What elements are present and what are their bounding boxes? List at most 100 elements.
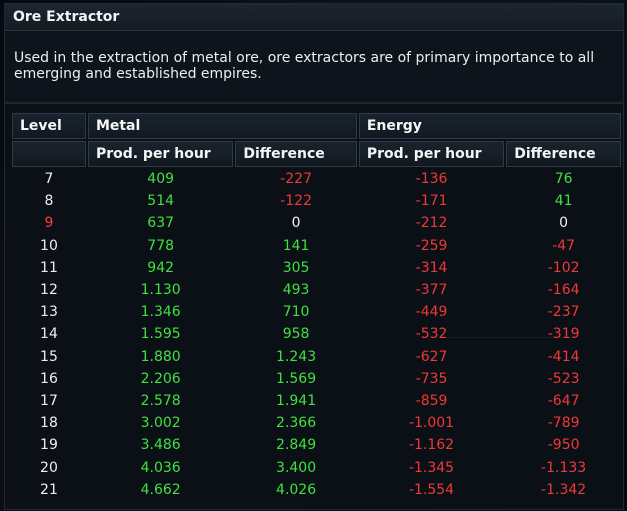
- energy-diff-cell: -523: [547, 370, 580, 387]
- metal-diff-cell: 710: [282, 304, 310, 321]
- table-row: 14 1.595 958 -532 -319: [12, 324, 621, 344]
- header-energy: Energy: [358, 113, 621, 139]
- metal-prod-cell: 778: [147, 237, 175, 254]
- level-cell: 9: [44, 215, 54, 232]
- energy-diff-cell: -164: [547, 282, 580, 299]
- metal-prod-cell: 1.880: [140, 348, 181, 365]
- table-row: 8 514 -122 -171 41: [12, 191, 621, 211]
- energy-prod-cell: -377: [415, 282, 448, 299]
- header-energy-prod: Prod. per hour: [358, 141, 505, 167]
- energy-prod-cell: -212: [415, 215, 448, 232]
- window-title: Ore Extractor: [13, 9, 120, 25]
- level-cell: 13: [40, 304, 58, 321]
- metal-diff-cell: 305: [282, 259, 310, 276]
- building-description: Used in the extraction of metal ore, ore…: [14, 50, 595, 82]
- energy-diff-cell: -237: [547, 304, 580, 321]
- background-grid-line: [445, 337, 565, 338]
- metal-prod-cell: 1.595: [140, 326, 181, 343]
- energy-diff-cell: 0: [559, 215, 569, 232]
- energy-diff-cell: -102: [547, 259, 580, 276]
- energy-diff-cell: 41: [554, 193, 573, 210]
- metal-diff-cell: 493: [282, 282, 310, 299]
- level-cell: 8: [44, 193, 54, 210]
- table-row: 18 3.002 2.366 -1.001 -789: [12, 413, 621, 433]
- metal-diff-cell: 2.366: [276, 415, 317, 432]
- metal-prod-cell: 3.002: [140, 415, 181, 432]
- level-cell: 18: [40, 415, 58, 432]
- level-cell: 16: [40, 370, 58, 387]
- production-table-panel: Level Metal Energy Prod. per hour Differ…: [5, 107, 623, 508]
- table-row: 21 4.662 4.026 -1.554 -1.342: [12, 480, 621, 500]
- energy-diff-cell: -47: [552, 237, 576, 254]
- header-level: Level: [12, 113, 86, 139]
- energy-prod-cell: -449: [415, 304, 448, 321]
- energy-prod-cell: -314: [415, 259, 448, 276]
- level-cell: 19: [40, 437, 58, 454]
- table-row: 19 3.486 2.849 -1.162 -950: [12, 435, 621, 455]
- metal-diff-cell: 2.849: [276, 437, 317, 454]
- metal-prod-cell: 3.486: [140, 437, 181, 454]
- header-metal: Metal: [87, 113, 357, 139]
- metal-prod-cell: 4.662: [140, 481, 181, 498]
- energy-diff-cell: -647: [547, 392, 580, 409]
- energy-diff-cell: -1.342: [541, 481, 587, 498]
- level-cell: 11: [40, 259, 58, 276]
- energy-prod-cell: -1.162: [408, 437, 455, 454]
- table-row: 10 778 141 -259 -47: [12, 236, 621, 256]
- energy-prod-cell: -627: [415, 348, 448, 365]
- header-metal-prod: Prod. per hour: [87, 141, 234, 167]
- header-level-blank: [12, 141, 86, 167]
- metal-diff-cell: 141: [282, 237, 310, 254]
- level-cell: 20: [40, 459, 58, 476]
- metal-diff-cell: 1.569: [276, 370, 317, 387]
- metal-diff-cell: 0: [291, 215, 301, 232]
- metal-prod-cell: 4.036: [140, 459, 181, 476]
- table-row: 13 1.346 710 -449 -237: [12, 302, 621, 322]
- energy-prod-cell: -171: [415, 193, 448, 210]
- energy-diff-cell: -789: [547, 415, 580, 432]
- title-bar: Ore Extractor: [5, 4, 623, 31]
- level-cell: 17: [40, 392, 58, 409]
- metal-diff-cell: 958: [282, 326, 310, 343]
- description-panel: Used in the extraction of metal ore, ore…: [5, 32, 623, 104]
- metal-prod-cell: 1.346: [140, 304, 181, 321]
- production-table: Level Metal Energy Prod. per hour Differ…: [10, 111, 623, 502]
- metal-diff-cell: -122: [280, 193, 312, 210]
- table-row: 7 409 -227 -136 76: [12, 169, 621, 189]
- energy-prod-cell: -532: [415, 326, 448, 343]
- energy-prod-cell: -1.554: [408, 481, 455, 498]
- energy-diff-cell: 76: [554, 171, 573, 188]
- metal-diff-cell: 1.941: [276, 392, 317, 409]
- table-row: 20 4.036 3.400 -1.345 -1.133: [12, 457, 621, 477]
- energy-prod-cell: -1.001: [408, 415, 455, 432]
- metal-prod-cell: 409: [147, 171, 175, 188]
- metal-prod-cell: 942: [147, 259, 175, 276]
- level-cell: 21: [40, 481, 58, 498]
- metal-prod-cell: 2.206: [140, 370, 181, 387]
- metal-prod-cell: 637: [147, 215, 175, 232]
- energy-diff-cell: -1.133: [541, 459, 587, 476]
- table-row: 16 2.206 1.569 -735 -523: [12, 369, 621, 389]
- metal-diff-cell: 4.026: [276, 481, 317, 498]
- metal-diff-cell: 1.243: [276, 348, 317, 365]
- level-cell: 10: [40, 237, 58, 254]
- header-metal-diff: Difference: [235, 141, 357, 167]
- level-cell: 15: [40, 348, 58, 365]
- ore-extractor-window: Ore Extractor Used in the extraction of …: [4, 3, 624, 510]
- energy-prod-cell: -735: [415, 370, 448, 387]
- metal-prod-cell: 2.578: [140, 392, 181, 409]
- energy-diff-cell: -319: [547, 326, 580, 343]
- level-cell: 12: [40, 282, 58, 299]
- level-cell: 14: [40, 326, 58, 343]
- metal-prod-cell: 514: [147, 193, 175, 210]
- level-cell: 7: [44, 171, 54, 188]
- table-row: 15 1.880 1.243 -627 -414: [12, 347, 621, 367]
- header-energy-diff: Difference: [506, 141, 621, 167]
- table-row: 11 942 305 -314 -102: [12, 258, 621, 278]
- metal-prod-cell: 1.130: [140, 282, 181, 299]
- table-body: 7 409 -227 -136 76 8 514 -122 -171 41 9 637 0 -212 0 10…: [12, 169, 621, 500]
- energy-prod-cell: -136: [415, 171, 448, 188]
- table-row: 17 2.578 1.941 -859 -647: [12, 391, 621, 411]
- energy-prod-cell: -1.345: [408, 459, 455, 476]
- energy-prod-cell: -259: [415, 237, 448, 254]
